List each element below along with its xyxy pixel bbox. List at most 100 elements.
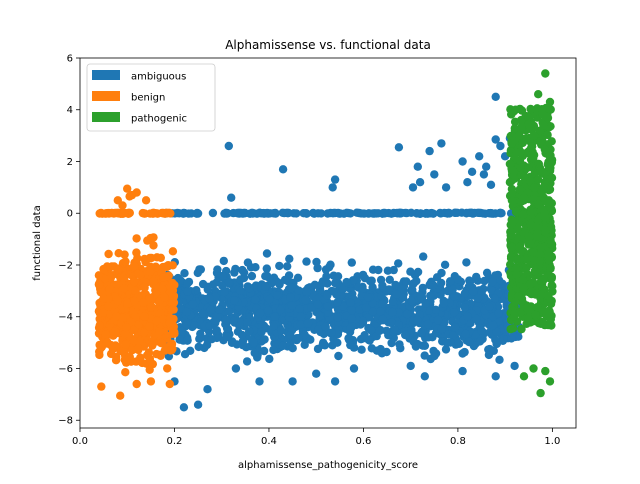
data-point-benign bbox=[105, 285, 114, 294]
data-point-pathogenic bbox=[534, 90, 543, 99]
data-point-ambiguous bbox=[445, 277, 455, 286]
data-point-ambiguous bbox=[380, 208, 389, 218]
data-point-ambiguous bbox=[462, 258, 471, 267]
data-point-ambiguous bbox=[330, 175, 340, 184]
data-point-ambiguous bbox=[344, 333, 354, 343]
data-point-benign bbox=[97, 382, 106, 391]
data-point-ambiguous bbox=[425, 146, 434, 156]
data-point-ambiguous bbox=[184, 209, 193, 218]
data-point-ambiguous bbox=[450, 323, 460, 332]
data-point-ambiguous bbox=[288, 344, 297, 353]
data-point-pathogenic bbox=[526, 104, 535, 114]
data-point-ambiguous bbox=[242, 357, 252, 366]
x-tick-label: 0.0 bbox=[72, 436, 88, 447]
data-point-benign bbox=[145, 322, 154, 331]
data-point-benign bbox=[140, 283, 149, 292]
data-point-ambiguous bbox=[287, 301, 297, 310]
x-tick-label: 0.4 bbox=[261, 436, 277, 447]
data-point-ambiguous bbox=[384, 285, 394, 294]
data-point-ambiguous bbox=[296, 312, 306, 321]
data-point-pathogenic bbox=[512, 264, 521, 273]
data-point-ambiguous bbox=[182, 320, 191, 329]
data-point-ambiguous bbox=[224, 141, 233, 151]
data-point-ambiguous bbox=[262, 249, 272, 258]
data-point-ambiguous bbox=[176, 276, 185, 285]
data-point-pathogenic bbox=[519, 172, 529, 181]
data-point-benign bbox=[106, 273, 116, 283]
data-point-ambiguous bbox=[359, 209, 369, 218]
data-point-ambiguous bbox=[183, 287, 192, 296]
data-point-ambiguous bbox=[249, 338, 258, 347]
data-point-benign bbox=[162, 262, 171, 272]
y-tick-label: 2 bbox=[67, 157, 73, 168]
data-point-ambiguous bbox=[288, 377, 297, 386]
data-point-ambiguous bbox=[413, 267, 423, 277]
chart-title: Alphamissense vs. functional data bbox=[225, 38, 431, 52]
data-point-ambiguous bbox=[189, 320, 199, 330]
data-point-pathogenic bbox=[536, 243, 546, 252]
data-point-pathogenic bbox=[526, 176, 535, 186]
data-point-pathogenic bbox=[506, 252, 516, 261]
data-point-benign bbox=[101, 330, 111, 339]
data-point-ambiguous bbox=[357, 291, 366, 300]
data-point-ambiguous bbox=[465, 337, 474, 347]
data-point-ambiguous bbox=[286, 293, 295, 302]
data-point-ambiguous bbox=[377, 291, 386, 301]
data-point-pathogenic bbox=[540, 145, 549, 154]
data-point-ambiguous bbox=[286, 283, 296, 293]
data-point-ambiguous bbox=[496, 208, 505, 218]
data-point-ambiguous bbox=[468, 209, 478, 218]
data-point-ambiguous bbox=[333, 272, 343, 281]
data-point-ambiguous bbox=[321, 265, 331, 274]
data-point-ambiguous bbox=[179, 403, 189, 412]
data-point-benign bbox=[108, 342, 118, 351]
data-point-ambiguous bbox=[255, 377, 264, 386]
data-point-ambiguous bbox=[303, 319, 313, 328]
data-point-benign bbox=[134, 343, 143, 353]
data-point-benign bbox=[136, 270, 145, 280]
data-point-ambiguous bbox=[207, 335, 216, 344]
data-point-ambiguous bbox=[413, 316, 422, 325]
y-tick-label: −2 bbox=[58, 260, 73, 271]
data-point-benign bbox=[101, 209, 110, 218]
data-point-ambiguous bbox=[420, 372, 429, 381]
data-point-ambiguous bbox=[462, 208, 471, 218]
data-point-ambiguous bbox=[328, 183, 337, 192]
data-point-ambiguous bbox=[270, 312, 280, 321]
data-point-ambiguous bbox=[424, 306, 433, 315]
data-point-ambiguous bbox=[418, 283, 427, 293]
data-point-benign bbox=[99, 264, 108, 274]
data-point-benign bbox=[119, 284, 129, 293]
data-point-ambiguous bbox=[208, 208, 218, 218]
data-point-pathogenic bbox=[547, 272, 556, 282]
data-point-pathogenic bbox=[510, 297, 520, 307]
data-point-ambiguous bbox=[491, 271, 500, 280]
data-point-pathogenic bbox=[505, 159, 515, 169]
data-point-ambiguous bbox=[331, 278, 340, 288]
plot-frame bbox=[79, 57, 577, 429]
data-point-ambiguous bbox=[415, 178, 425, 187]
data-point-ambiguous bbox=[295, 304, 304, 313]
data-point-benign bbox=[110, 208, 120, 218]
data-point-benign bbox=[149, 233, 158, 242]
data-point-ambiguous bbox=[488, 277, 497, 287]
data-point-pathogenic bbox=[507, 110, 516, 119]
data-point-ambiguous bbox=[250, 348, 259, 358]
legend-swatch-ambiguous bbox=[92, 70, 120, 80]
data-point-ambiguous bbox=[388, 297, 398, 306]
data-point-ambiguous bbox=[334, 351, 343, 361]
data-point-pathogenic bbox=[520, 193, 529, 202]
data-point-ambiguous bbox=[487, 209, 496, 218]
data-point-ambiguous bbox=[312, 369, 321, 378]
data-point-ambiguous bbox=[230, 296, 239, 305]
data-point-ambiguous bbox=[408, 183, 418, 192]
data-point-ambiguous bbox=[173, 208, 182, 218]
data-point-benign bbox=[94, 271, 104, 280]
data-point-ambiguous bbox=[433, 315, 443, 325]
data-point-ambiguous bbox=[244, 327, 254, 336]
data-point-ambiguous bbox=[448, 285, 457, 294]
legend-label-pathogenic: pathogenic bbox=[131, 114, 187, 125]
data-point-benign bbox=[121, 340, 130, 349]
data-point-ambiguous bbox=[323, 302, 333, 311]
